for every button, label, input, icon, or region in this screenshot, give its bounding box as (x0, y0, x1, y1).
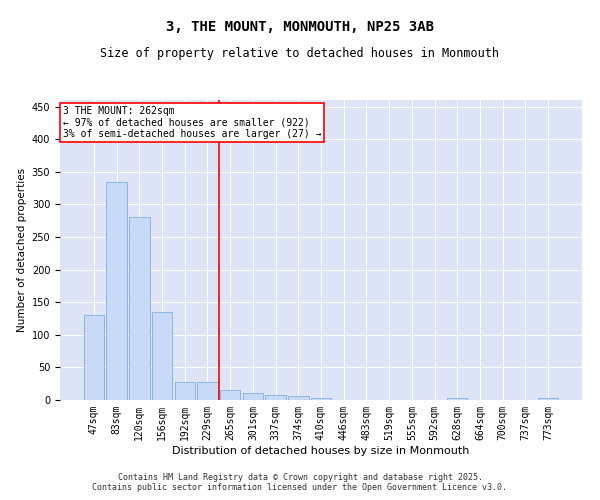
Text: 3, THE MOUNT, MONMOUTH, NP25 3AB: 3, THE MOUNT, MONMOUTH, NP25 3AB (166, 20, 434, 34)
Bar (220, 390, 241, 400)
Bar (152, 312, 172, 400)
Bar (84, 315, 104, 400)
Bar (242, 394, 263, 400)
Text: Size of property relative to detached houses in Monmouth: Size of property relative to detached ho… (101, 48, 499, 60)
Bar (288, 396, 308, 400)
Bar (538, 398, 558, 400)
Text: 3 THE MOUNT: 262sqm
← 97% of detached houses are smaller (922)
3% of semi-detach: 3 THE MOUNT: 262sqm ← 97% of detached ho… (62, 106, 321, 139)
Bar (106, 182, 127, 400)
Bar (265, 396, 286, 400)
Bar (311, 398, 331, 400)
Bar (129, 218, 149, 400)
Y-axis label: Number of detached properties: Number of detached properties (17, 168, 28, 332)
Bar (447, 398, 467, 400)
Bar (175, 382, 195, 400)
Text: Contains HM Land Registry data © Crown copyright and database right 2025.
Contai: Contains HM Land Registry data © Crown c… (92, 473, 508, 492)
Bar (197, 382, 218, 400)
X-axis label: Distribution of detached houses by size in Monmouth: Distribution of detached houses by size … (172, 446, 470, 456)
